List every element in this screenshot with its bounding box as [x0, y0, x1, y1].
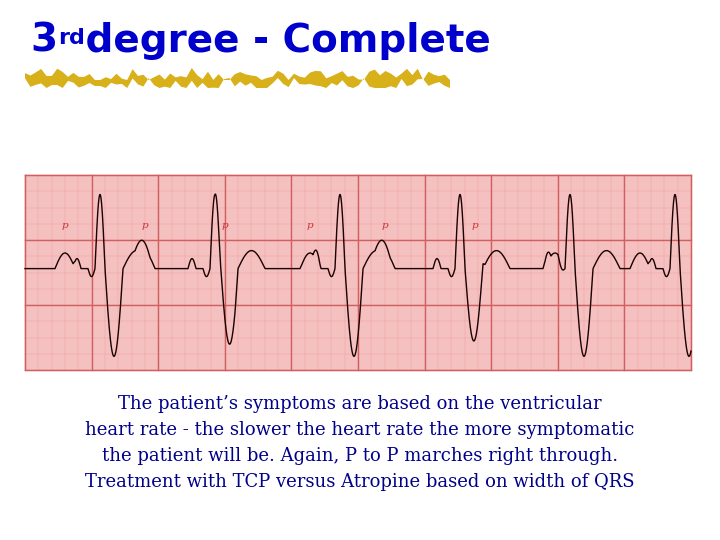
Text: p: p — [142, 221, 148, 230]
Bar — [25, 175, 691, 370]
Text: rd: rd — [58, 28, 85, 48]
Polygon shape — [25, 68, 450, 88]
Text: p: p — [222, 221, 228, 230]
Text: p: p — [382, 221, 388, 230]
Text: degree - Complete: degree - Complete — [72, 22, 491, 60]
Text: 3: 3 — [30, 22, 57, 60]
Text: p: p — [62, 221, 68, 230]
Text: p: p — [307, 221, 313, 230]
Text: Treatment with TCP versus Atropine based on width of QRS: Treatment with TCP versus Atropine based… — [85, 473, 635, 491]
Text: The patient’s symptoms are based on the ventricular: The patient’s symptoms are based on the … — [118, 395, 602, 413]
Text: the patient will be. Again, P to P marches right through.: the patient will be. Again, P to P march… — [102, 447, 618, 465]
Text: p: p — [472, 221, 478, 230]
Text: heart rate - the slower the heart rate the more symptomatic: heart rate - the slower the heart rate t… — [85, 421, 635, 439]
